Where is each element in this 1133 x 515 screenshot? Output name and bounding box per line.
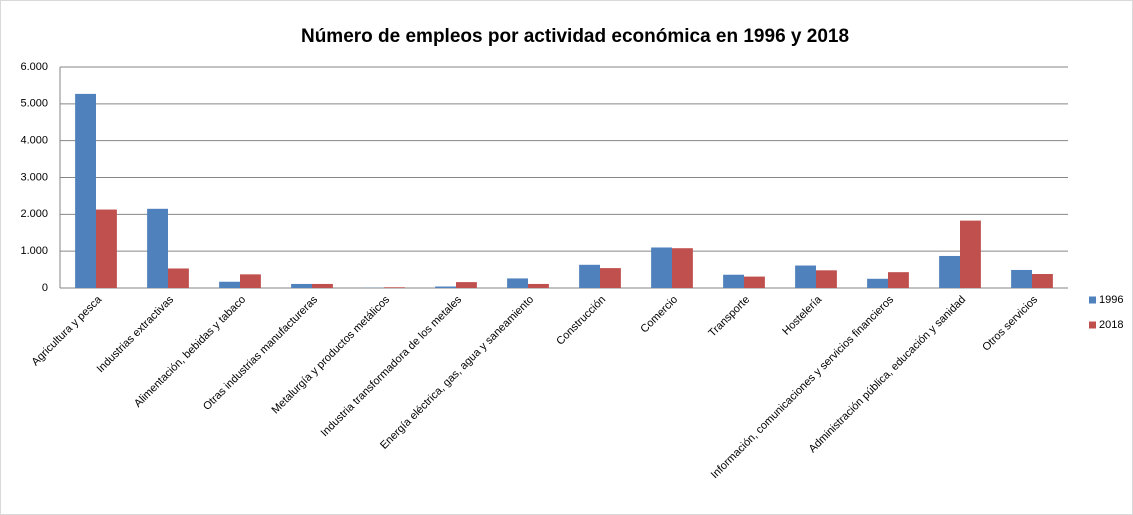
bar: [75, 93, 96, 288]
bar: [867, 278, 888, 288]
chart-title: Número de empleos por actividad económic…: [301, 26, 849, 47]
bar: [240, 274, 261, 288]
y-tick-label: 5.000: [20, 98, 48, 110]
bar: [888, 272, 909, 288]
y-tick-label: 2.000: [20, 208, 48, 220]
bar: [528, 283, 549, 288]
legend-label: 1996: [1099, 294, 1123, 306]
bar: [96, 209, 117, 288]
y-tick-label: 1.000: [20, 245, 48, 257]
bar: [816, 270, 837, 288]
bar: [939, 255, 960, 288]
bar: [507, 278, 528, 288]
bar: [147, 208, 168, 288]
bar: [1011, 269, 1032, 288]
bar: [600, 268, 621, 288]
bar: [651, 247, 672, 288]
bar: [1032, 274, 1053, 288]
bar: [312, 283, 333, 288]
legend-swatch: [1089, 321, 1096, 329]
bar: [672, 248, 693, 288]
y-tick-label: 4.000: [20, 135, 48, 147]
bar: [723, 274, 744, 288]
legend-swatch: [1089, 296, 1096, 304]
y-tick-label: 6.000: [20, 61, 48, 73]
y-tick-label: 3.000: [20, 171, 48, 183]
bar: [744, 276, 765, 288]
bar: [435, 286, 456, 288]
bar: [579, 264, 600, 288]
bar: [291, 283, 312, 288]
legend-label: 2018: [1099, 319, 1123, 331]
bar: [219, 281, 240, 288]
bar: [168, 268, 189, 288]
bar: [795, 265, 816, 288]
bar: [456, 282, 477, 288]
bar: [960, 220, 981, 288]
y-tick-label: 0: [42, 282, 48, 294]
bar: [384, 287, 405, 288]
